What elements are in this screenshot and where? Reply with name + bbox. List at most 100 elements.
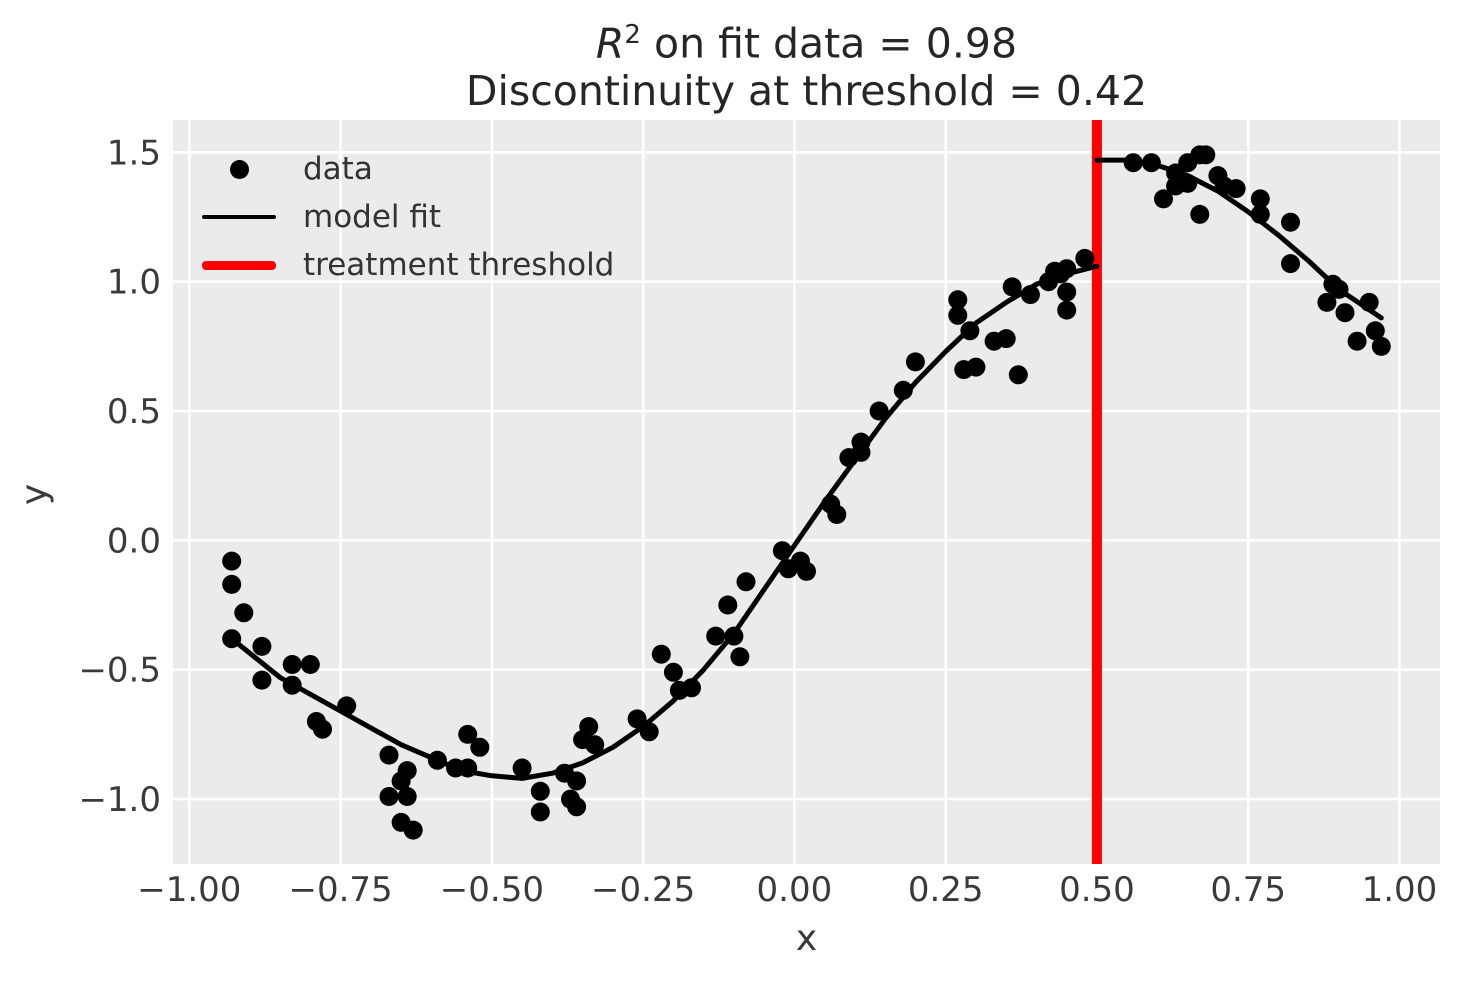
gridlines	[173, 120, 1440, 864]
data-point	[718, 595, 738, 615]
data-point	[893, 380, 913, 400]
data-point	[512, 758, 532, 778]
legend-entry-data: data	[202, 145, 614, 193]
y-tick-label: 1.5	[107, 133, 161, 173]
data-point	[960, 321, 980, 341]
data-point	[379, 787, 399, 806]
data-point	[567, 771, 587, 791]
data-point	[1020, 285, 1040, 305]
threshold-swatch	[202, 260, 276, 270]
data-point	[869, 401, 889, 421]
data-point	[234, 603, 254, 623]
data-point	[1335, 303, 1355, 323]
y-tick-label: 0.0	[107, 521, 161, 561]
data-point	[905, 352, 925, 372]
chart-title-line2: Discontinuity at threshold = 0.42	[465, 66, 1148, 115]
data-point	[252, 670, 272, 690]
data-point	[1057, 300, 1077, 320]
data-point	[1075, 248, 1095, 268]
data-point	[282, 675, 302, 695]
data-point	[724, 626, 744, 646]
x-tick-label: 1.00	[1362, 870, 1438, 910]
data-point	[1347, 331, 1367, 351]
data-point	[222, 574, 242, 594]
chart-title: R2 on fit data = 0.98 Discontinuity at t…	[173, 12, 1440, 115]
data-point	[639, 722, 659, 742]
data-point	[337, 696, 357, 716]
y-axis-label: y	[14, 483, 56, 506]
legend-label: data	[303, 151, 373, 187]
data-point	[1057, 259, 1077, 279]
y-tick-label: −1.0	[78, 780, 161, 820]
data-point	[1008, 365, 1028, 385]
data-point	[222, 551, 242, 571]
data-point	[948, 290, 968, 310]
data-point	[313, 719, 332, 739]
data-point	[458, 758, 478, 778]
data-point	[627, 709, 647, 729]
x-tick-label: −0.25	[591, 870, 695, 910]
data-point	[966, 357, 986, 377]
data-point	[663, 662, 683, 682]
data-point	[1250, 189, 1270, 209]
model-fit-swatch	[202, 215, 276, 219]
data-point	[1359, 292, 1379, 312]
data-point	[827, 505, 847, 524]
title-line1-text: on fit data = 0.98	[640, 19, 1018, 68]
x-tick-label: 0.75	[1210, 870, 1286, 910]
title-math-var: R	[595, 19, 625, 68]
data-point	[300, 655, 320, 674]
data-point	[1329, 279, 1349, 299]
legend-entry-model-fit: model fit	[202, 193, 614, 241]
data-point	[252, 636, 272, 656]
data-point	[797, 561, 816, 581]
data-point	[470, 737, 490, 757]
data-marker-swatch	[202, 159, 276, 179]
data-point	[567, 797, 587, 817]
x-tick-label: 0.25	[908, 870, 984, 910]
fit-line-icon	[202, 215, 276, 219]
data-point	[1123, 153, 1143, 173]
x-tick-label: 0.50	[1059, 870, 1135, 910]
data-point	[282, 655, 302, 674]
data-point	[1365, 321, 1385, 341]
data-point	[1371, 336, 1391, 356]
data-point	[222, 629, 242, 649]
data-point	[1154, 189, 1173, 209]
data-point	[1178, 173, 1198, 193]
chart-title-line1: R2 on fit data = 0.98	[173, 12, 1440, 68]
x-tick-label: −0.75	[289, 870, 393, 910]
legend-label: treatment threshold	[303, 247, 615, 283]
data-point	[403, 820, 423, 840]
tick-labels: −1.00 −0.75 −0.50 −0.25 0.00 0.25 0.50 0.75 1.00…	[78, 133, 1437, 910]
data-point	[397, 787, 417, 806]
data-point	[530, 781, 550, 801]
title-math-superscript: 2	[624, 20, 641, 50]
data-point	[427, 750, 447, 770]
data-point	[651, 644, 671, 664]
scatter-dot-icon	[229, 159, 249, 179]
data-point	[1190, 204, 1210, 224]
x-axis-label: x	[795, 918, 818, 959]
data-point	[996, 329, 1016, 349]
data-point	[1196, 145, 1216, 165]
data-point	[1226, 179, 1246, 199]
x-tick-label: 0.00	[757, 870, 833, 910]
data-point	[736, 572, 756, 592]
data-point	[1141, 153, 1161, 173]
y-tick-label: 0.5	[107, 392, 161, 432]
data-point	[948, 305, 968, 325]
data-point	[772, 541, 792, 561]
data-point	[839, 448, 859, 468]
x-tick-label: −0.50	[440, 870, 544, 910]
data-point	[1317, 292, 1337, 312]
y-tick-label: 1.0	[107, 263, 161, 303]
data-point	[706, 626, 726, 646]
data-point	[1002, 277, 1022, 297]
data-point	[379, 745, 399, 765]
data-point	[585, 735, 605, 755]
legend-label: model fit	[303, 199, 442, 235]
plot-background	[173, 120, 1440, 864]
legend: data model fit treatment threshold	[202, 145, 614, 289]
